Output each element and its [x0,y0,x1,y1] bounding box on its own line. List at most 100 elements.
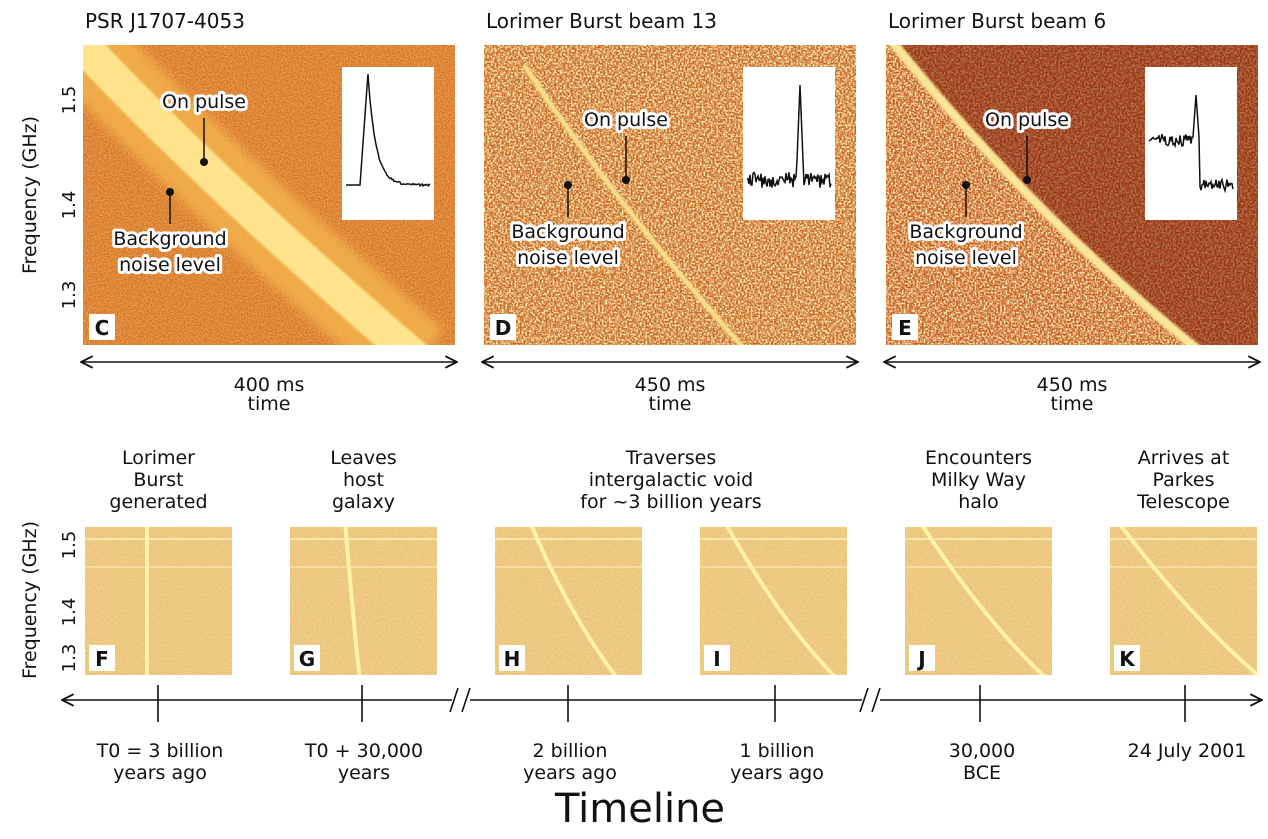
pulse-profile [1148,94,1234,194]
panel-label-box [499,645,525,671]
stage-caption: Traverses [625,447,717,469]
y-tick-label: 1.3 [59,644,80,673]
pulse-sweep [529,527,618,675]
panel: On pulse Background noise level C [83,45,455,345]
panel: On pulse Background noise level E [886,45,1258,345]
pulse-sweep [1119,527,1257,675]
panel-label: J [916,647,925,671]
timeline-label: years ago [113,762,207,784]
annotation-text: noise level [915,247,1017,269]
duration-label: 450 ms [1037,374,1108,396]
y-tick-label: 1.5 [59,531,80,560]
axis-label: time [649,393,692,415]
panel: F [85,527,232,675]
timeline-label: years [338,762,390,784]
y-tick-label: 1.5 [59,86,80,115]
panel-title: Lorimer Burst beam 13 [486,9,717,33]
annotation-text: Background [909,221,1022,243]
annotation-text: Background [511,221,624,243]
panel-label: E [898,316,912,340]
timeline-break [859,687,881,713]
timeline-label: BCE [963,762,1001,784]
pulse-profile-box [743,67,835,220]
timeline-label: T0 + 30,000 [304,740,423,762]
panel: J [905,527,1052,675]
timeline-label: T0 = 3 billion [96,740,224,762]
stage-caption: Milky Way [931,469,1026,491]
duration-label: 450 ms [635,374,706,396]
axis-label: time [1051,393,1094,415]
stage-caption: intergalactic void [589,469,753,491]
panel: K [1110,527,1257,675]
annotation-dot [1023,176,1031,184]
pulse-sweep [725,527,836,675]
panel-label-box [704,645,730,671]
axis-label: time [248,393,291,415]
pulse-sweep [343,527,362,675]
annotation-dot [564,181,572,189]
timeline-label: 2 billion [533,740,608,762]
y-tick-label: 1.4 [59,598,80,627]
annotation-dot [622,176,630,184]
panel-label-box [1114,645,1140,671]
panel-label: C [95,316,110,340]
pulse-profile [346,73,431,188]
pulse-profile [746,84,832,188]
duration-label: 400 ms [234,374,305,396]
panel-label-box [89,314,115,340]
timeline-title: Timeline [554,786,725,832]
pulse-sweep [521,63,744,345]
panel-label: I [713,647,720,671]
panel-label-box [89,645,115,671]
panel-label: G [299,647,315,671]
panel-content [1110,527,1257,675]
stage-caption: for ~3 billion years [580,491,761,513]
panel-title: Lorimer Burst beam 6 [888,9,1106,33]
stage-caption: host [343,469,384,491]
y-axis-label: Frequency (GHz) [19,521,41,679]
timeline-label: 30,000 [949,740,1015,762]
stage-caption: Lorimer [122,447,195,469]
panel-label: F [95,647,109,671]
stage-caption: Encounters [925,447,1032,469]
timeline-break [449,687,471,713]
timeline-label: 24 July 2001 [1128,740,1247,762]
y-tick-label: 1.4 [59,191,80,220]
annotation-text: noise level [517,247,619,269]
y-axis-label: Frequency (GHz) [19,116,41,274]
stage-caption: galaxy [332,491,395,513]
panel-label-box [294,645,320,671]
annotation-text: On pulse [985,109,1069,131]
panel-label: D [495,316,512,340]
stage-caption: Burst [133,469,183,491]
annotation-text: noise level [119,254,221,276]
y-tick-label: 1.3 [59,281,80,310]
timeline-label: years ago [523,762,617,784]
annotation-dot [962,181,970,189]
panel: On pulse Background noise level D [484,45,856,345]
panel-label: K [1119,647,1136,671]
pulse-sweep [920,527,1046,675]
timeline-label: years ago [730,762,824,784]
pulse-sweep [83,45,427,345]
annotation-text: On pulse [584,109,668,131]
panel-label: H [504,647,521,671]
panel: G [290,527,437,675]
stage-caption: Telescope [1136,491,1230,513]
panel-label-box [909,645,935,671]
stage-caption: generated [109,491,207,513]
panel: H [495,527,642,675]
annotation-dot [200,158,208,166]
panel: I [700,527,847,675]
stage-caption: halo [958,491,999,513]
panel-content [85,527,232,675]
panel-label-box [892,314,918,340]
stage-caption: Leaves [330,447,396,469]
annotation-text: Background [113,228,226,250]
stage-caption: Arrives at [1138,447,1230,469]
pulse-profile-box [342,67,434,220]
panel-label-box [490,314,516,340]
stage-caption: Parkes [1153,469,1215,491]
timeline-label: 1 billion [740,740,815,762]
